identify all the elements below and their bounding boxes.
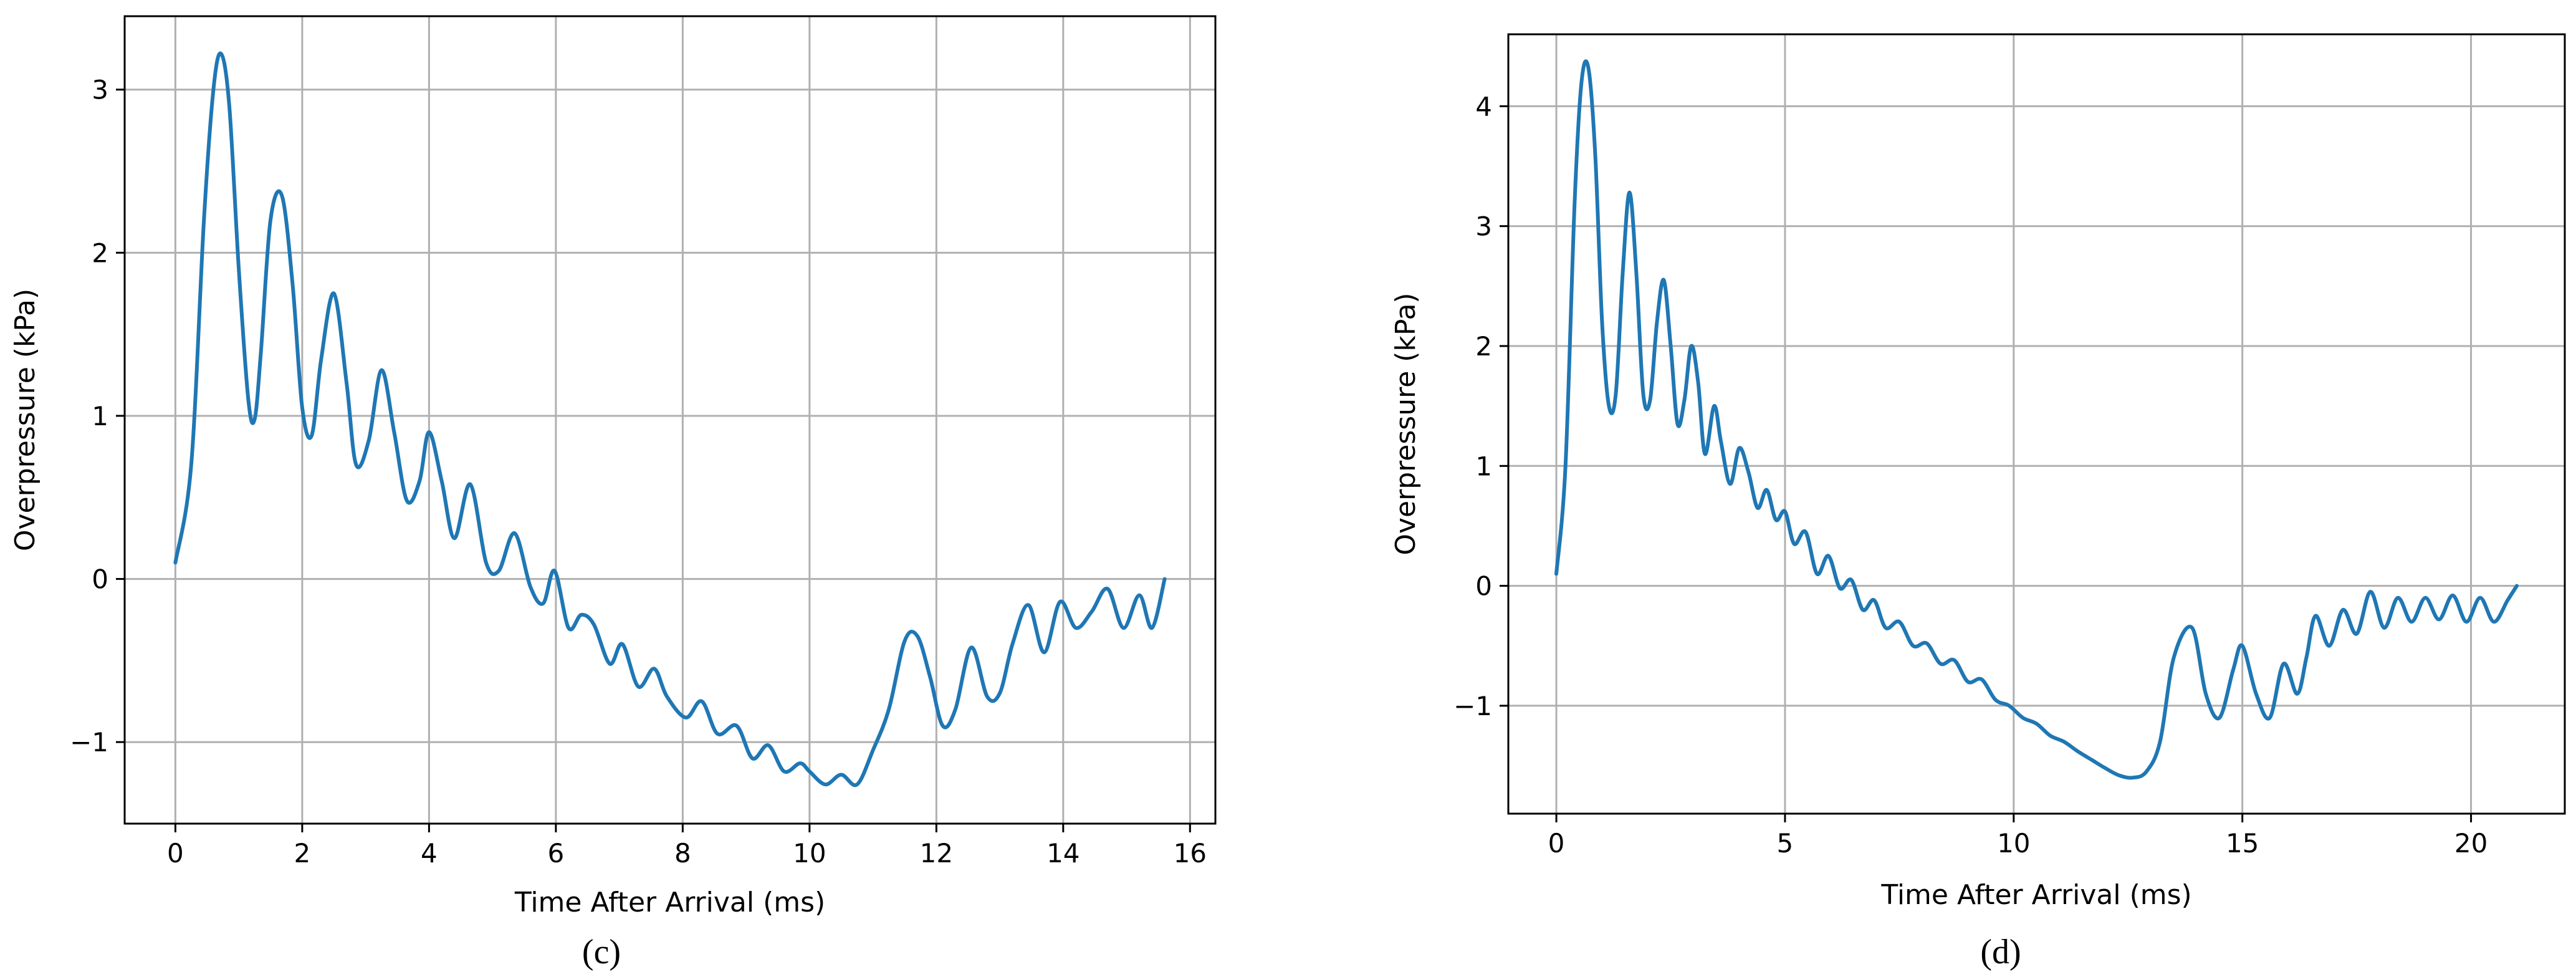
x-tick-label-d: 15 (2226, 828, 2259, 859)
x-tick-label-c: 16 (1174, 838, 1207, 869)
grid-lines-c (125, 16, 1215, 824)
y-tick-label-d: 4 (1475, 91, 1492, 122)
y-tick-label-d: 2 (1475, 331, 1492, 362)
y-axis-title-c: Overpressure (kPa) (9, 289, 41, 551)
panel-label-d: (d) (1980, 933, 2021, 971)
x-tick-label-c: 10 (793, 838, 826, 869)
x-tick-label-c: 12 (920, 838, 953, 869)
ticks-d: 0 5 10 15 20 −1 0 1 2 3 4 (1453, 91, 2487, 859)
x-tick-label-d: 5 (1777, 828, 1794, 859)
series-layer-c (173, 51, 1167, 787)
plot-area-c (125, 16, 1215, 824)
y-axis-title-d: Overpressure (kPa) (1390, 292, 1422, 555)
x-tick-label-d: 0 (1548, 828, 1565, 859)
y-tick-label-d: 1 (1475, 451, 1492, 481)
y-tick-label-d: −1 (1453, 691, 1492, 721)
panel-label-c: (c) (582, 933, 621, 971)
x-tick-label-c: 2 (294, 838, 311, 869)
y-tick-label-d: 3 (1475, 211, 1492, 242)
plot-frame-c (123, 15, 1217, 825)
x-tick-label-d: 10 (1997, 828, 2030, 859)
x-tick-label-c: 14 (1046, 838, 1080, 869)
y-tick-label-c: 3 (92, 75, 108, 105)
y-tick-label-d: 0 (1475, 571, 1492, 602)
x-tick-label-c: 0 (167, 838, 184, 869)
y-tick-label-c: −1 (70, 727, 108, 758)
y-tick-label-c: 0 (92, 564, 108, 595)
grid-lines-d (1508, 34, 2565, 814)
x-tick-label-c: 8 (674, 838, 691, 869)
series-line-c (173, 51, 1167, 787)
y-tick-label-c: 1 (92, 401, 108, 431)
x-tick-label-c: 4 (421, 838, 438, 869)
x-axis-title-d: Time After Arrival (ms) (1880, 879, 2191, 911)
x-tick-label-c: 6 (547, 838, 564, 869)
y-tick-label-c: 2 (92, 238, 108, 268)
x-tick-label-d: 20 (2454, 828, 2487, 859)
x-axis-title-c: Time After Arrival (ms) (514, 887, 825, 918)
series-layer-d (1554, 59, 2519, 780)
plot-area-d (1508, 34, 2565, 814)
series-line-d (1554, 59, 2519, 780)
plot-frame-d (1507, 33, 2566, 815)
